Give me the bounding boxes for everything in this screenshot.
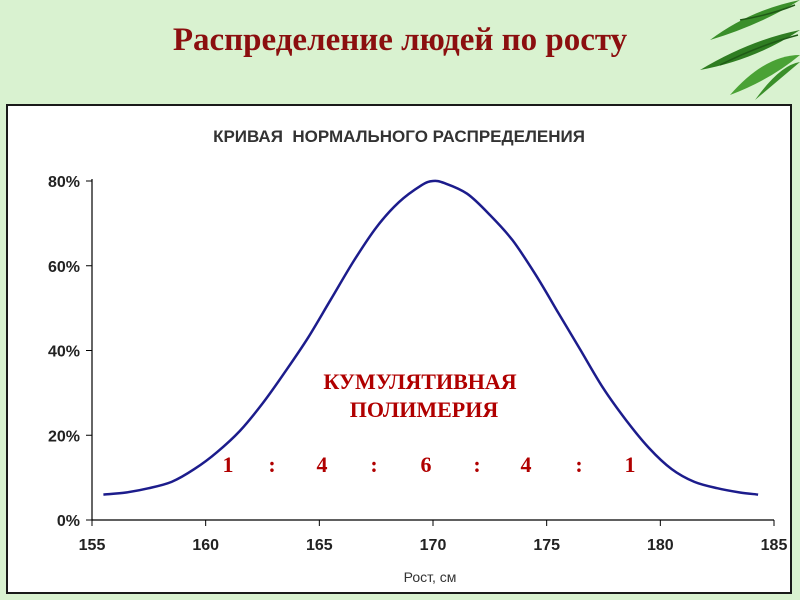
annotation-line1: КУМУЛЯТИВНАЯ	[323, 369, 516, 394]
chart-panel: КРИВАЯ НОРМАЛЬНОГО РАСПРЕДЕЛЕНИЯ 155 160 1…	[6, 104, 792, 594]
x-tick-label: 175	[533, 537, 560, 554]
x-tick-label: 155	[79, 537, 106, 554]
ratio-row: 1: 4: 6: 4: 1	[223, 452, 636, 477]
x-tick-label: 180	[647, 537, 674, 554]
x-tick-label: 160	[192, 537, 219, 554]
y-tick-label: 60%	[48, 259, 80, 276]
ratio-item: 1	[625, 452, 636, 477]
normal-distribution-chart: КРИВАЯ НОРМАЛЬНОГО РАСПРЕДЕЛЕНИЯ 155 160 1…	[48, 127, 787, 585]
x-tick-label: 185	[761, 537, 788, 554]
ratio-item: 6	[421, 452, 432, 477]
y-tick-label: 80%	[48, 174, 80, 191]
y-tick-label: 0%	[57, 513, 80, 530]
distribution-curve	[103, 179, 759, 496]
ratio-item: :	[370, 452, 377, 477]
ratio-item: 1	[223, 452, 234, 477]
chart-title: КРИВАЯ НОРМАЛЬНОГО РАСПРЕДЕЛЕНИЯ	[213, 127, 585, 146]
bamboo-leaves-decoration	[700, 0, 800, 100]
y-tick-label: 20%	[48, 428, 80, 445]
x-tick-label: 165	[306, 537, 333, 554]
chart-axes: 155 160 165 170 175 180 185 0% 20% 40% 60% 80%	[48, 174, 787, 554]
x-axis-label: Рост, см	[404, 569, 457, 585]
ratio-item: 4	[521, 452, 532, 477]
ratio-item: :	[575, 452, 582, 477]
ratio-item: 4	[317, 452, 328, 477]
annotation-line2: ПОЛИМЕРИЯ	[350, 397, 499, 422]
ratio-item: :	[473, 452, 480, 477]
x-tick-label: 170	[420, 537, 447, 554]
ratio-item: :	[268, 452, 275, 477]
slide-title: Распределение людей по росту	[172, 22, 628, 58]
y-tick-label: 40%	[48, 344, 80, 361]
